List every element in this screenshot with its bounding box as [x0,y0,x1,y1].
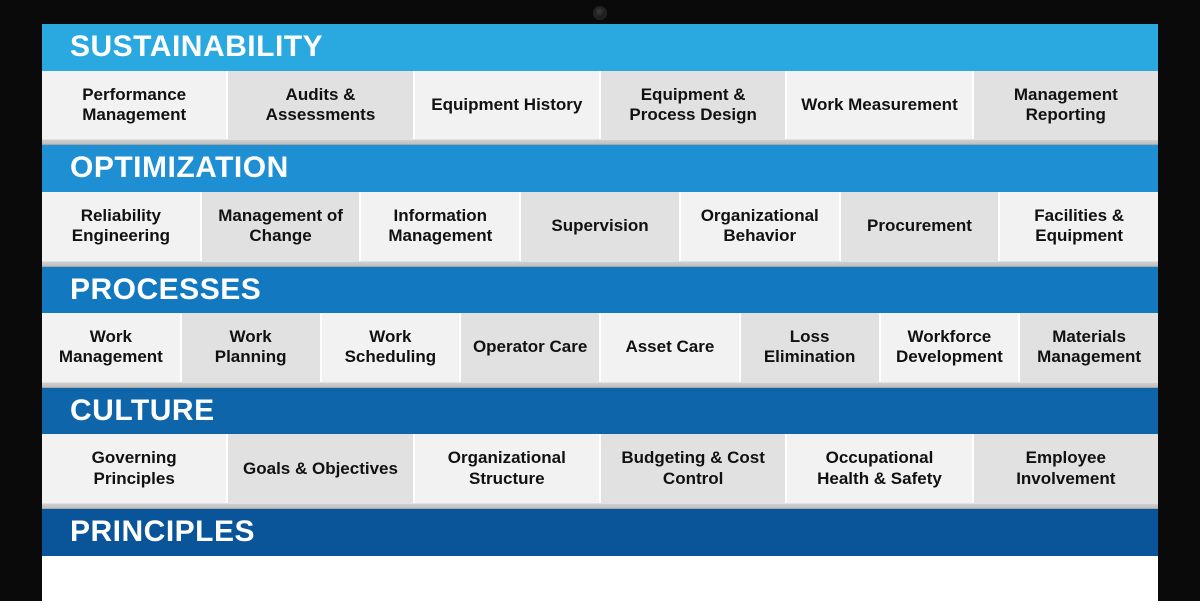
cell-optimization-1: Management of Change [202,192,362,261]
cell-processes-7: Materials Management [1020,313,1158,382]
cell-culture-4: Occupational Health & Safety [787,434,973,503]
section-culture: CULTUREGoverning PrinciplesGoals & Objec… [42,388,1158,509]
section-optimization: OPTIMIZATIONReliability EngineeringManag… [42,145,1158,266]
cell-processes-6: Workforce Development [881,313,1021,382]
row-processes: Work ManagementWork PlanningWork Schedul… [42,313,1158,382]
cell-culture-5: Employee Involvement [974,434,1158,503]
camera-icon [593,6,607,20]
cell-sustainability-5: Management Reporting [974,71,1158,140]
cell-processes-2: Work Scheduling [322,313,462,382]
section-header-sustainability: SUSTAINABILITY [42,24,1158,71]
cell-processes-3: Operator Care [461,313,601,382]
screen: SUSTAINABILITYPerformance ManagementAudi… [42,24,1158,611]
section-header-optimization: OPTIMIZATION [42,145,1158,192]
cell-optimization-2: Information Management [361,192,521,261]
cell-optimization-5: Procurement [841,192,1001,261]
device-frame: SUSTAINABILITYPerformance ManagementAudi… [0,0,1200,601]
row-optimization: Reliability EngineeringManagement of Cha… [42,192,1158,261]
framework-table: SUSTAINABILITYPerformance ManagementAudi… [42,24,1158,556]
cell-sustainability-3: Equipment & Process Design [601,71,787,140]
cell-optimization-0: Reliability Engineering [42,192,202,261]
cell-culture-0: Governing Principles [42,434,228,503]
cell-sustainability-2: Equipment History [415,71,601,140]
section-sustainability: SUSTAINABILITYPerformance ManagementAudi… [42,24,1158,145]
section-header-culture: CULTURE [42,388,1158,435]
cell-optimization-6: Facilities & Equipment [1000,192,1158,261]
cell-sustainability-1: Audits & Assessments [228,71,414,140]
cell-processes-1: Work Planning [182,313,322,382]
cell-culture-3: Budgeting & Cost Control [601,434,787,503]
cell-optimization-4: Organizational Behavior [681,192,841,261]
section-principles: PRINCIPLES [42,509,1158,556]
cell-culture-2: Organizational Structure [415,434,601,503]
cell-optimization-3: Supervision [521,192,681,261]
cell-processes-4: Asset Care [601,313,741,382]
section-header-processes: PROCESSES [42,267,1158,314]
row-sustainability: Performance ManagementAudits & Assessmen… [42,71,1158,140]
cell-processes-5: Loss Elimination [741,313,881,382]
cell-culture-1: Goals & Objectives [228,434,414,503]
row-culture: Governing PrinciplesGoals & ObjectivesOr… [42,434,1158,503]
cell-sustainability-4: Work Measurement [787,71,973,140]
cell-sustainability-0: Performance Management [42,71,228,140]
section-processes: PROCESSESWork ManagementWork PlanningWor… [42,267,1158,388]
cell-processes-0: Work Management [42,313,182,382]
section-header-principles: PRINCIPLES [42,509,1158,556]
